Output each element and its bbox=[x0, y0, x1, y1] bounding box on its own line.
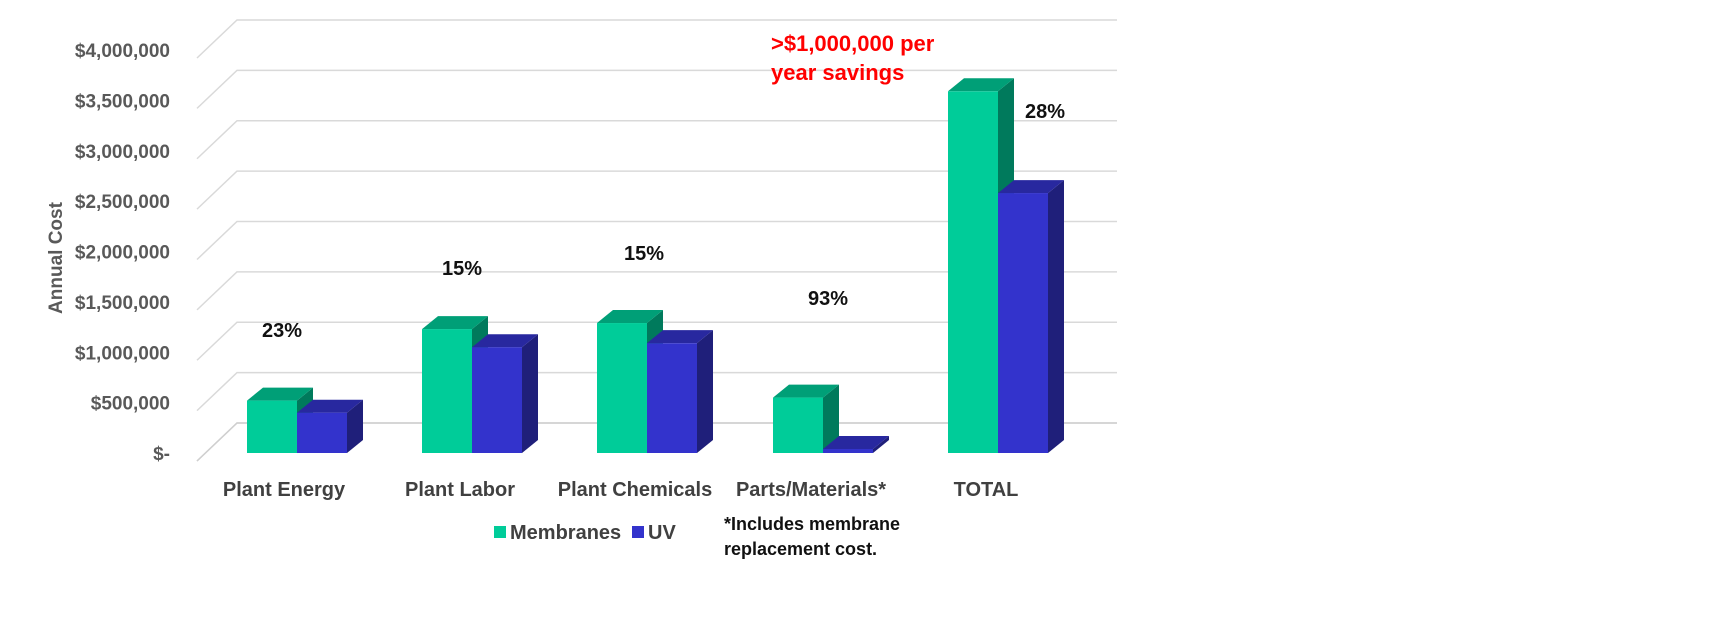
bar-top-face bbox=[597, 310, 663, 324]
bar-top-face bbox=[297, 399, 363, 413]
gridline bbox=[196, 371, 1117, 412]
bar-top-face bbox=[823, 435, 889, 449]
bar-front-face bbox=[998, 193, 1048, 453]
bar-front-face bbox=[297, 412, 347, 453]
bar-front-face bbox=[597, 323, 647, 453]
category-label: Plant Labor bbox=[405, 479, 515, 501]
gridline bbox=[196, 69, 1117, 109]
y-tick-label: $2,000,000 bbox=[75, 243, 170, 264]
bar-top-face bbox=[773, 384, 839, 398]
y-tick-label: $2,500,000 bbox=[75, 192, 170, 213]
bar-membranes-4 bbox=[773, 384, 839, 453]
bar-front-face bbox=[247, 400, 297, 453]
bar-top-face bbox=[948, 78, 1014, 92]
gridline bbox=[196, 321, 1117, 361]
bar-layer bbox=[247, 78, 1064, 454]
bar-side-face bbox=[1048, 180, 1064, 453]
category-label: Plant Chemicals bbox=[558, 479, 713, 501]
bar-side-face bbox=[697, 330, 713, 453]
footnote-line-1: *Includes membrane bbox=[724, 514, 900, 534]
bar-front-face bbox=[647, 343, 697, 453]
bar-side-face bbox=[873, 435, 889, 453]
y-axis-label: Annual Cost bbox=[46, 201, 67, 314]
gridline bbox=[196, 170, 1117, 210]
bar-uv-5 bbox=[998, 180, 1064, 453]
footnote-line-2: replacement cost. bbox=[724, 539, 877, 559]
bar-top-face bbox=[998, 180, 1064, 194]
category-label: TOTAL bbox=[954, 479, 1019, 501]
label-layer: Plant Energy Plant Labor Plant Chemicals Pa… bbox=[223, 101, 1065, 501]
gridline bbox=[196, 120, 1117, 160]
bar-uv-4 bbox=[823, 435, 889, 453]
bar-top-face bbox=[247, 387, 313, 401]
bar-top-face bbox=[472, 334, 538, 348]
legend-swatch-membranes bbox=[494, 526, 506, 538]
y-tick-label: $4,000,000 bbox=[75, 41, 170, 62]
bar-uv-2 bbox=[472, 334, 538, 453]
y-tick-label: $3,500,000 bbox=[75, 91, 170, 112]
savings-annotation-line-1: >$1,000,000 per bbox=[771, 31, 935, 56]
y-tick-label: $1,000,000 bbox=[75, 343, 170, 364]
y-tick-label: $500,000 bbox=[91, 394, 170, 415]
legend: Membranes UV bbox=[494, 522, 676, 544]
category-label: Parts/Materials* bbox=[736, 479, 886, 501]
category-label: Plant Energy bbox=[223, 479, 346, 501]
bar-uv-3 bbox=[647, 330, 713, 453]
percent-savings-label: 93% bbox=[808, 288, 848, 310]
gridline bbox=[196, 220, 1117, 261]
y-tick-label: $- bbox=[153, 444, 170, 465]
bar-top-face bbox=[422, 316, 488, 330]
percent-savings-label: 15% bbox=[624, 243, 664, 265]
bar-front-face bbox=[823, 448, 873, 453]
y-tick-layer: $- $500,000 $1,000,000 $1,500,000 $2,000,000… bbox=[75, 41, 170, 465]
legend-swatch-uv bbox=[632, 526, 644, 538]
savings-annotation: >$1,000,000 per year savings bbox=[771, 31, 935, 85]
y-tick-label: $3,000,000 bbox=[75, 142, 170, 163]
percent-savings-label: 15% bbox=[442, 258, 482, 280]
bar-front-face bbox=[773, 397, 823, 453]
savings-annotation-line-2: year savings bbox=[771, 60, 904, 85]
legend-label-uv: UV bbox=[648, 522, 676, 544]
bar-side-face bbox=[823, 384, 839, 453]
gridline bbox=[196, 19, 1117, 59]
gridline bbox=[196, 271, 1117, 311]
bar-top-face bbox=[647, 330, 713, 344]
bar-front-face bbox=[472, 347, 522, 453]
bar-front-face bbox=[422, 329, 472, 453]
legend-label-membranes: Membranes bbox=[510, 522, 621, 544]
bar-uv-1 bbox=[297, 399, 363, 453]
y-tick-label: $1,500,000 bbox=[75, 293, 170, 314]
bar-side-face bbox=[347, 399, 363, 453]
percent-savings-label: 23% bbox=[262, 320, 302, 342]
bar-side-face bbox=[522, 334, 538, 453]
bar-front-face bbox=[948, 91, 998, 454]
footnote: *Includes membrane replacement cost. bbox=[724, 514, 900, 559]
percent-savings-label: 28% bbox=[1025, 101, 1065, 123]
